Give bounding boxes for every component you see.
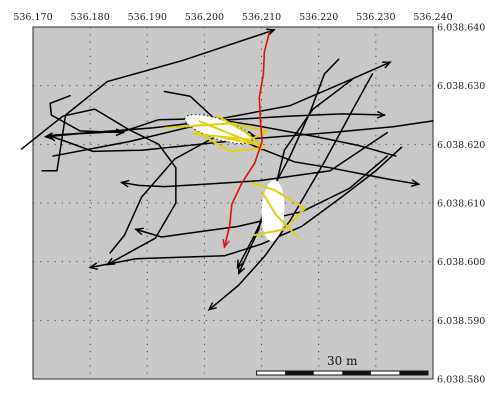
track (163, 90, 420, 185)
highlight-track (223, 30, 271, 248)
crossing-track (195, 119, 266, 153)
track-arrowhead (88, 262, 99, 271)
x-tick-label: 536.200 (185, 12, 224, 23)
track (120, 131, 389, 188)
track (237, 58, 340, 275)
x-tick-label: 536.170 (13, 12, 52, 23)
y-tick-label: 6.038.600 (437, 257, 485, 268)
scale-bar-segment (342, 371, 371, 375)
track (49, 94, 125, 134)
y-tick-label: 6.038.590 (437, 316, 485, 327)
track-arrowhead (43, 132, 54, 140)
scale-bar-label: 30 m (327, 354, 358, 368)
track (208, 73, 374, 311)
crossing-track (260, 190, 300, 239)
y-tick-labels: 6.038.640 6.038.630 6.038.620 6.038.610 6.03… (437, 23, 485, 386)
track-arrowhead (382, 61, 392, 69)
x-tick-label: 536.190 (128, 12, 167, 23)
crossing-track (215, 114, 263, 147)
track-arrowhead (376, 110, 387, 119)
track-arrowhead (119, 179, 130, 188)
x-tick-label: 536.220 (299, 12, 338, 23)
x-tick-labels: 536.170 536.180 536.190 536.200 536.210 536.2… (13, 12, 452, 23)
track-arrowhead (47, 134, 58, 142)
y-tick-label: 6.038.620 (437, 140, 485, 151)
track-arrowhead (115, 128, 126, 137)
track (135, 155, 389, 238)
scale-bar-segment (399, 371, 428, 375)
track-arrowhead (207, 302, 217, 311)
crossing-track (249, 181, 307, 210)
track-arrowhead (238, 265, 246, 275)
scale-bar-segment (285, 371, 314, 375)
y-tick-label: 6.038.610 (437, 199, 485, 210)
highlight-track-arrowhead (222, 239, 230, 249)
track (41, 29, 275, 172)
x-tick-label: 536.210 (242, 12, 281, 23)
track-arrowhead (410, 179, 421, 187)
y-tick-label: 6.038.580 (437, 375, 485, 386)
x-tick-label: 536.240 (413, 12, 452, 23)
track (48, 120, 434, 153)
track (20, 108, 177, 266)
crossings-layer (164, 114, 307, 239)
x-tick-label: 536.180 (70, 12, 109, 23)
crossing-track (252, 208, 306, 237)
track (89, 146, 403, 269)
x-tick-label: 536.230 (356, 12, 395, 23)
track (236, 79, 353, 269)
track-arrowhead (266, 28, 276, 36)
y-tick-label: 6.038.630 (437, 81, 485, 92)
track-arrowhead (236, 259, 245, 270)
y-tick-label: 6.038.640 (437, 23, 485, 34)
highlight-layer (222, 30, 271, 249)
scale-bar: 30 m (256, 354, 429, 376)
track (48, 113, 386, 137)
track-arrowhead (134, 227, 144, 236)
